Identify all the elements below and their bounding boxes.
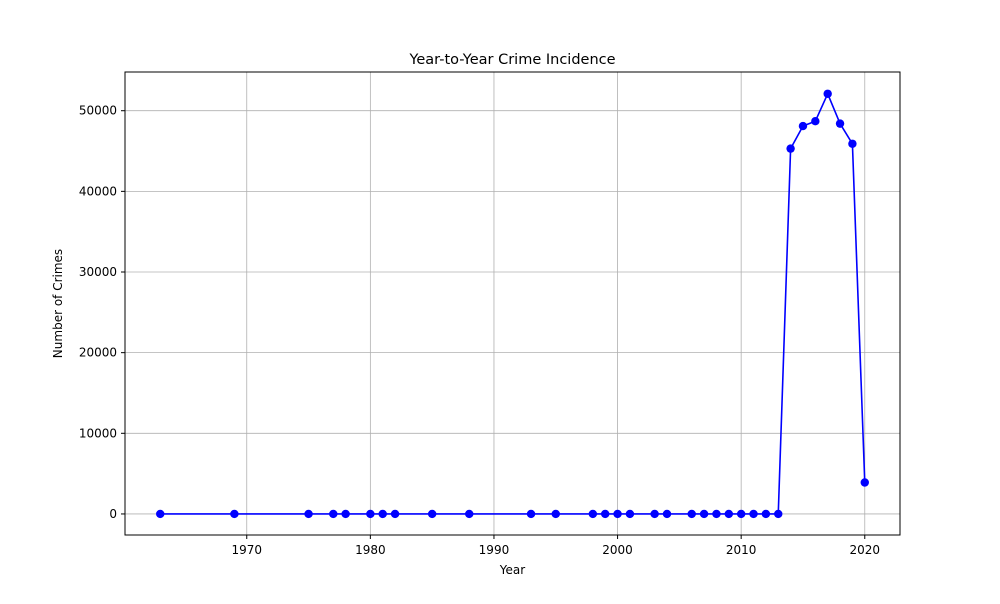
data-point (798, 121, 808, 131)
data-point (378, 509, 387, 519)
data-point (761, 509, 771, 519)
data-point (835, 119, 845, 128)
y-tick-label: 40000 (79, 184, 117, 198)
data-point (465, 509, 474, 519)
y-tick-label: 10000 (79, 426, 117, 440)
data-point (329, 509, 338, 519)
data-point (390, 509, 400, 519)
y-axis: 0 10000 20000 30000 40000 50000 (79, 104, 125, 521)
data-point (736, 509, 746, 519)
data-point (811, 116, 820, 126)
data-point (601, 509, 610, 519)
y-tick-label: 50000 (79, 104, 117, 118)
data-point (588, 509, 598, 519)
y-tick-label: 30000 (79, 265, 117, 279)
y-axis-label: Number of Crimes (51, 249, 65, 358)
data-point (156, 509, 165, 519)
x-tick-label: 2010 (726, 543, 757, 557)
data-point (724, 509, 734, 519)
data-point (786, 144, 795, 153)
data-point (625, 509, 635, 519)
data-point (304, 509, 313, 519)
x-tick-label: 2020 (849, 543, 880, 557)
plot-frame (124, 71, 901, 536)
data-point (699, 509, 709, 519)
data-point (712, 509, 721, 519)
x-tick-label: 1980 (355, 543, 386, 557)
data-point (662, 509, 672, 519)
data-point (774, 509, 783, 519)
data-point (650, 509, 659, 519)
x-tick-label: 1990 (479, 543, 510, 557)
data-point (427, 509, 437, 519)
data-point (613, 509, 622, 519)
data-point (341, 509, 350, 519)
data-point (230, 509, 239, 519)
data-point (526, 509, 536, 519)
x-tick-label: 2000 (602, 543, 633, 557)
data-point (848, 139, 857, 148)
x-tick-label: 1970 (231, 543, 262, 557)
data-point (749, 509, 758, 519)
data-point (366, 509, 375, 519)
series-layer (156, 89, 869, 519)
y-tick-label: 0 (109, 507, 117, 521)
data-point (823, 89, 832, 98)
x-axis: 1970 1980 1990 2000 2010 2020 (231, 535, 880, 557)
chart-title: Year-to-Year Crime Incidence (408, 52, 615, 68)
x-axis-label: Year (499, 563, 525, 577)
data-point (687, 509, 696, 519)
data-point (860, 478, 869, 487)
data-point (551, 509, 560, 519)
y-tick-label: 20000 (79, 346, 117, 360)
